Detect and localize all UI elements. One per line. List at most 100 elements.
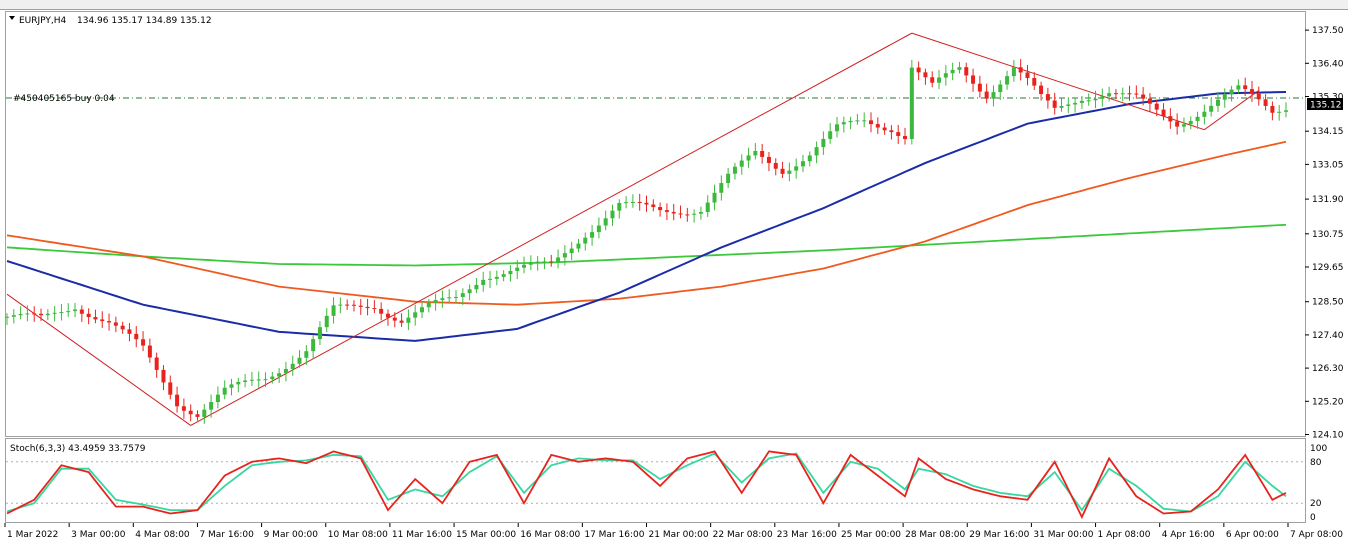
candle-body (1045, 94, 1050, 101)
candle-body (644, 202, 649, 205)
stoch-tick-label: 20 (1310, 499, 1322, 509)
price-tick-label: 130.75 (1312, 230, 1344, 240)
candle-body (549, 261, 554, 263)
time-tick-label: 29 Mar 16:00 (969, 530, 1029, 540)
candle-body (807, 155, 812, 162)
candle-body (161, 369, 166, 383)
candle-body (141, 339, 146, 346)
candle-body (86, 313, 91, 318)
candle-body (651, 204, 656, 208)
candle-body (243, 380, 248, 382)
candle-body (1229, 89, 1234, 95)
candle-body (413, 312, 418, 318)
candle-body (100, 319, 105, 322)
candle-body (1073, 102, 1078, 105)
ma-slow-line (6, 223, 1287, 267)
candle-body (773, 162, 778, 169)
candle-body (1154, 103, 1159, 110)
candle-body (270, 376, 275, 380)
candle-body (1005, 76, 1010, 85)
ma-fast-line (6, 91, 1287, 342)
price-tick-label: 135.30 (1312, 92, 1344, 102)
candle-body (73, 309, 78, 312)
time-tick-label: 6 Apr 00:00 (1226, 530, 1279, 540)
candle-body (610, 210, 615, 219)
candle-body (392, 317, 397, 321)
zigzag-trendline (6, 293, 191, 426)
candle-body (930, 77, 935, 83)
candle-body (562, 253, 567, 258)
price-tick-label: 136.40 (1312, 59, 1344, 69)
price-tick-label: 127.40 (1312, 331, 1344, 341)
candle-body (889, 130, 894, 133)
dropdown-triangle-icon[interactable] (9, 16, 15, 20)
candle-body (1277, 111, 1282, 113)
candle-body (11, 315, 16, 317)
candle-body (991, 92, 996, 99)
candle-body (1215, 99, 1220, 106)
candle-body (345, 304, 350, 306)
candle-body (93, 317, 98, 320)
time-tick-label: 1 Apr 08:00 (1098, 530, 1151, 540)
candle-body (256, 379, 261, 381)
candle-body (1018, 67, 1023, 73)
candle-body (39, 313, 44, 316)
ohlc-readout: 134.96 135.17 134.89 135.12 (77, 16, 212, 26)
candle-body (1222, 94, 1227, 100)
stoch-tick-label: 100 (1310, 444, 1327, 454)
candle-body (18, 313, 23, 316)
candle-body (168, 382, 173, 395)
candle-body (882, 127, 887, 131)
candle-body (903, 135, 908, 140)
candle-body (297, 357, 302, 364)
candle-body (419, 307, 424, 313)
time-tick-label: 25 Mar 00:00 (841, 530, 901, 540)
indicator-plot-frame (5, 438, 1306, 523)
candle-body (896, 132, 901, 136)
time-tick-label: 22 Mar 08:00 (713, 530, 773, 540)
candle-body (467, 289, 472, 294)
candle-body (637, 201, 642, 203)
candle-body (25, 313, 30, 315)
price-tick-label: 133.05 (1312, 160, 1344, 170)
candle-body (1243, 85, 1248, 90)
candle-body (481, 279, 486, 285)
candle-body (107, 321, 112, 323)
candle-body (1202, 111, 1207, 117)
candle-body (590, 232, 595, 238)
main-plot-frame (5, 11, 1306, 437)
candle-body (746, 155, 751, 161)
candle-body (916, 67, 921, 73)
price-tick-label: 129.65 (1312, 263, 1344, 273)
candle-body (556, 257, 561, 263)
candle-body (351, 304, 356, 306)
candle-body (583, 237, 588, 244)
candle-body (630, 201, 635, 203)
stoch-tick-label: 0 (1310, 513, 1316, 523)
candle-body (236, 381, 241, 385)
price-tick-label: 134.15 (1312, 127, 1344, 137)
candle-body (1011, 67, 1016, 77)
candle-body (488, 278, 493, 280)
candle-body (304, 351, 309, 358)
candle-body (249, 379, 254, 381)
candle-body (1188, 120, 1193, 125)
candle-body (732, 166, 737, 174)
candle-body (45, 313, 50, 316)
zigzag-trendline (1204, 90, 1260, 131)
candle-body (542, 261, 547, 263)
candle-body (1107, 93, 1112, 97)
candle-body (215, 394, 220, 403)
candle-body (1120, 93, 1125, 95)
candle-body (909, 67, 914, 140)
candle-body (338, 304, 343, 306)
current-price-label: 135.12 (1310, 101, 1342, 111)
time-tick-label: 1 Mar 2022 (7, 530, 58, 540)
candle-body (474, 284, 479, 290)
time-tick-label: 16 Mar 08:00 (520, 530, 580, 540)
candle-body (263, 379, 268, 381)
candle-body (460, 293, 465, 297)
candle-body (283, 368, 288, 374)
candle-body (134, 333, 139, 340)
